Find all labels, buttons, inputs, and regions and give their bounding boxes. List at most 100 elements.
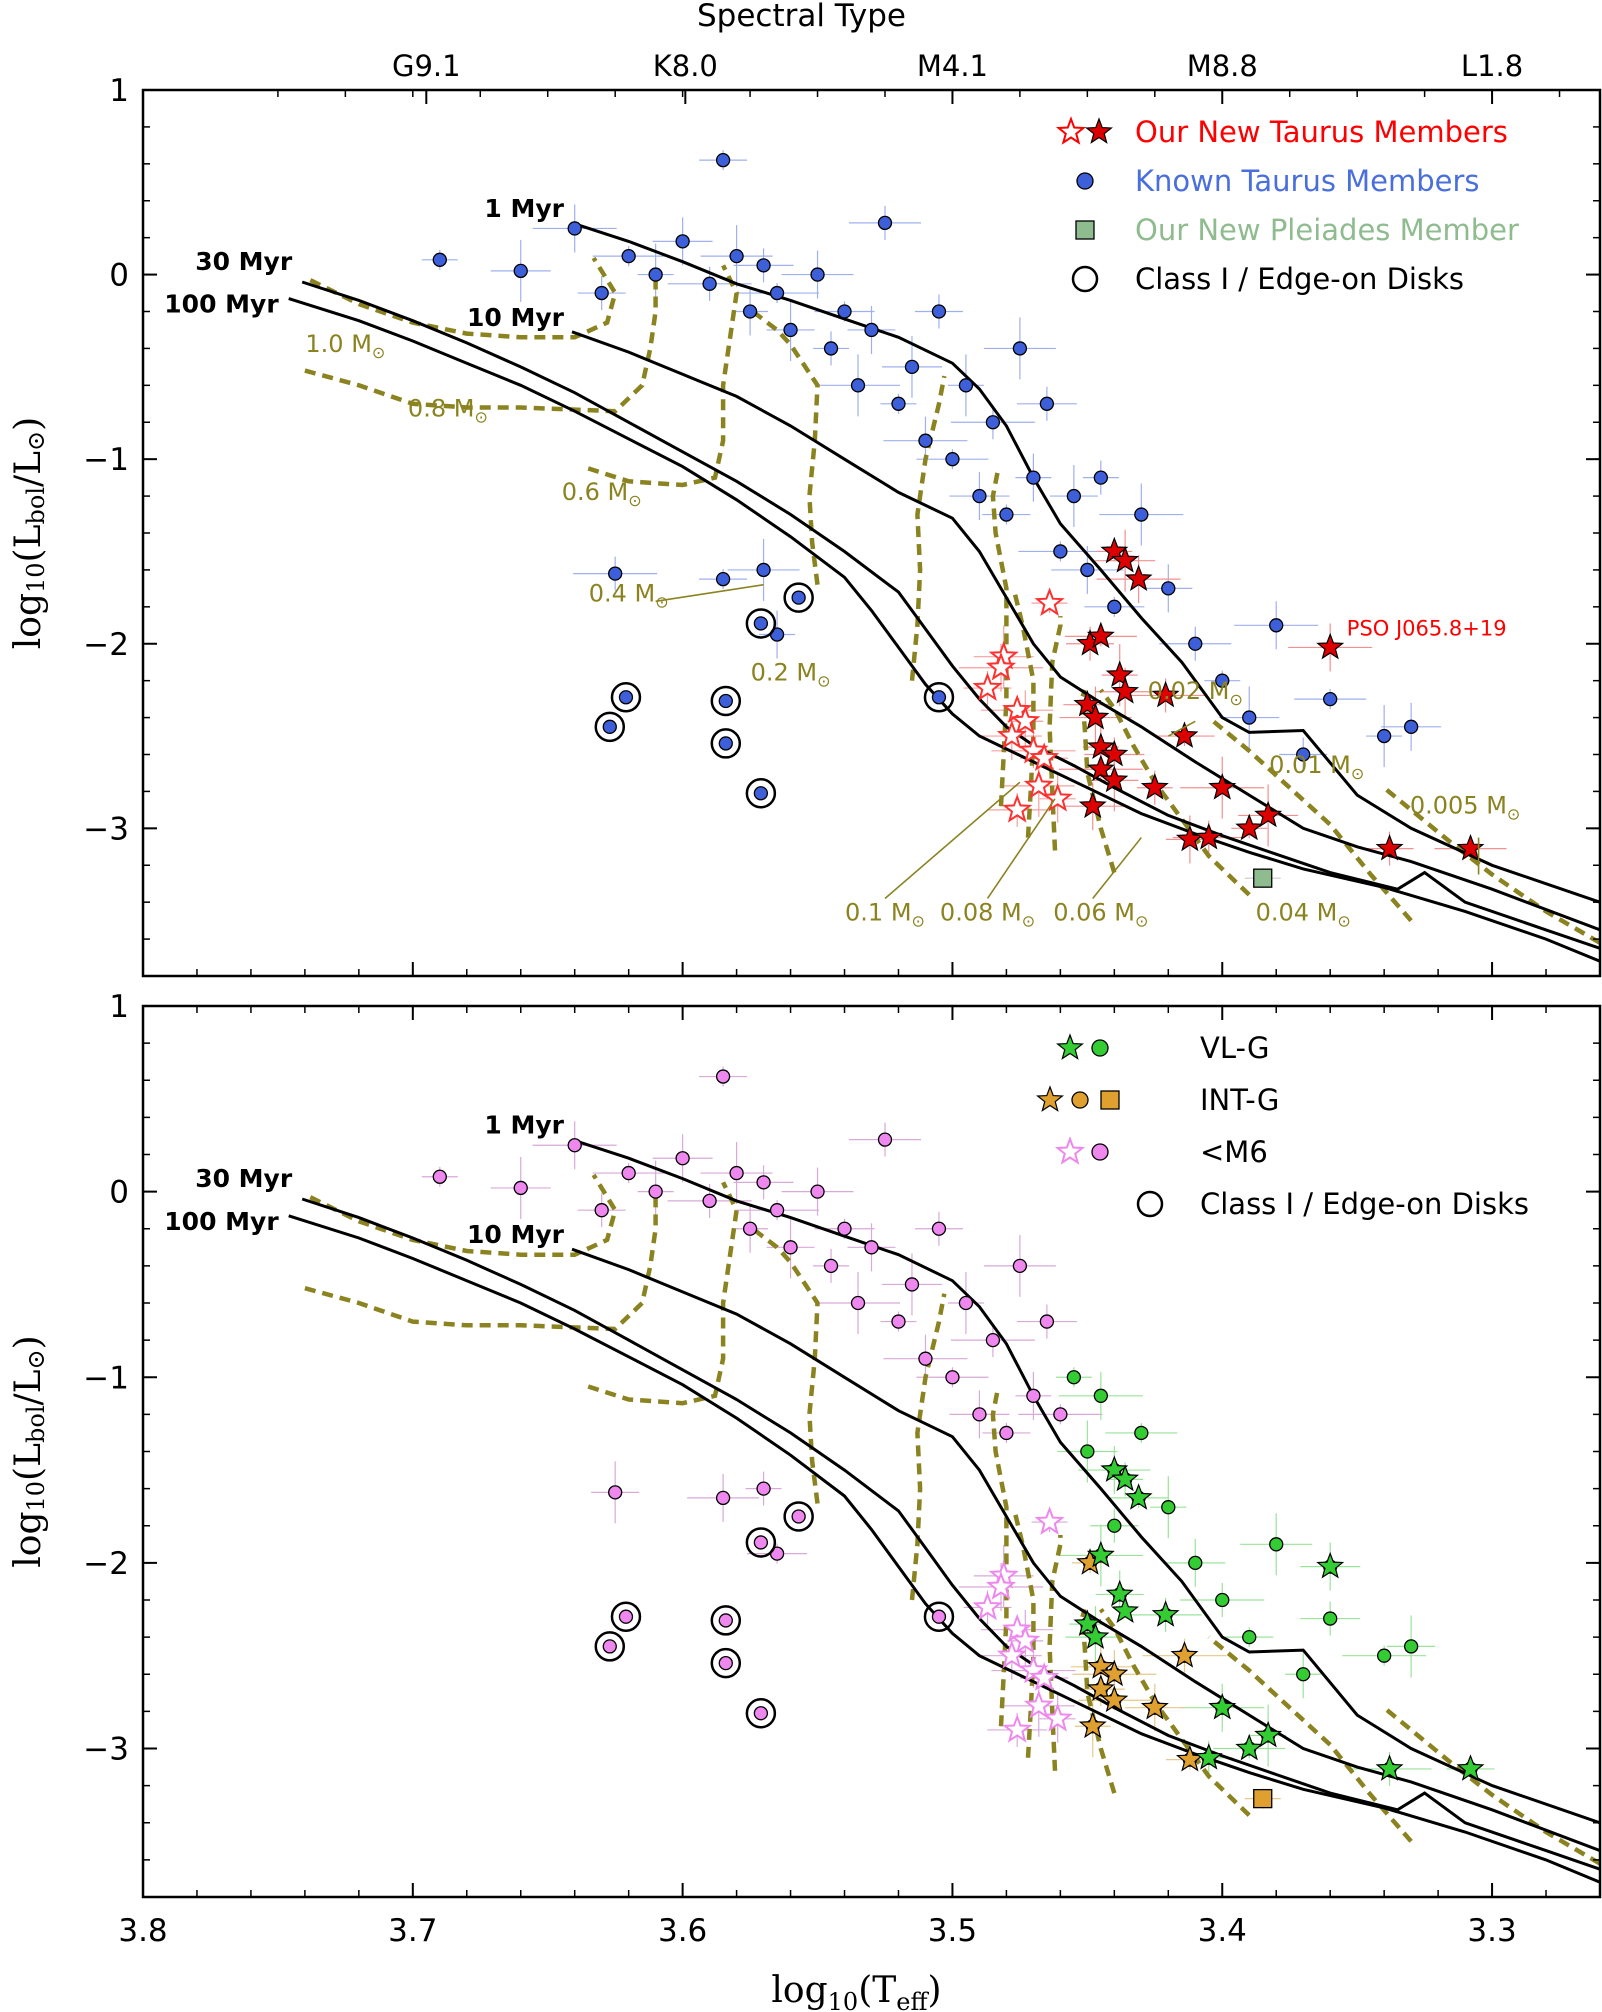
y-label-part: bol xyxy=(22,487,50,525)
vl-g-star-marker xyxy=(1254,1720,1283,1748)
class-i-ring-marker xyxy=(923,682,955,713)
open-star-marker xyxy=(1042,1702,1073,1732)
circle-marker xyxy=(1323,691,1338,707)
mass-label-text: 0.4 M xyxy=(589,579,656,607)
open-star-marker xyxy=(1023,770,1054,799)
spectral-type-tick-label: M8.8 xyxy=(1187,49,1258,83)
circle-marker xyxy=(999,507,1014,522)
mass-label: 0.04 M⊙ xyxy=(1256,899,1351,931)
filled-star-marker xyxy=(1194,822,1223,850)
filled-star-marker xyxy=(1140,773,1169,800)
y-label-part: /L xyxy=(8,451,49,487)
circle-marker xyxy=(769,285,785,301)
circle-marker xyxy=(931,1221,947,1236)
class-i-ring-marker xyxy=(710,728,742,759)
x-tick-label: 3.7 xyxy=(388,1913,437,1949)
filled-star-marker xyxy=(1111,677,1140,704)
mass-label-leader xyxy=(1092,837,1142,899)
filled-star-marker xyxy=(1100,739,1129,767)
vl-g-star-marker xyxy=(1081,1622,1110,1650)
circle-marker xyxy=(985,1332,1001,1348)
legend-entry: INT-G xyxy=(1036,1083,1279,1117)
sun-symbol: ⊙ xyxy=(1337,912,1350,931)
y-label-part: log xyxy=(8,1511,49,1567)
class-i-ring-marker xyxy=(710,685,742,717)
legend-label: Class I / Edge-on Disks xyxy=(1200,1187,1529,1221)
legend-entry: Class I / Edge-on Disks xyxy=(1136,1187,1529,1221)
circle-marker xyxy=(904,359,920,375)
circle-marker xyxy=(850,378,866,393)
circle-marker xyxy=(1093,470,1108,485)
class-i-ring-marker xyxy=(745,1697,777,1729)
circle-marker xyxy=(513,1180,528,1196)
vl-g-star-marker xyxy=(1375,1754,1404,1781)
vl-g-star-marker xyxy=(1105,1579,1134,1607)
circle-marker xyxy=(1296,1667,1311,1682)
open-star-marker xyxy=(1029,742,1060,771)
circle-marker xyxy=(769,1203,785,1218)
vl-g-star-marker xyxy=(1111,1464,1140,1492)
class-i-inner-point xyxy=(602,719,617,734)
legend-open-star xyxy=(1055,116,1087,145)
mass-label: 0.02 M⊙ xyxy=(1148,677,1243,709)
mass-track-line xyxy=(587,264,739,488)
circle-marker xyxy=(958,378,974,393)
x-axis-label: log10(Teff) xyxy=(771,1970,941,2012)
isochrone-line xyxy=(571,1247,1600,1853)
y-label-part: (L xyxy=(8,524,49,562)
mass-label-text: 0.005 M xyxy=(1410,792,1507,820)
legend-circle xyxy=(1076,172,1094,190)
circle-marker xyxy=(1026,1388,1041,1403)
circle-marker xyxy=(1242,1629,1257,1645)
mass-track-line xyxy=(1047,616,1063,851)
filled-star-marker xyxy=(1111,545,1140,573)
circle-marker xyxy=(1403,719,1419,734)
legend-entry: <M6 xyxy=(1054,1135,1268,1169)
legend-open-star xyxy=(1054,1136,1086,1165)
circle-marker xyxy=(945,1370,960,1385)
open-star-marker xyxy=(985,651,1017,681)
mass-track-line xyxy=(1012,1510,1036,1758)
x-tick-label: 3.3 xyxy=(1467,1913,1516,1949)
sun-symbol: ⊙ xyxy=(655,592,668,611)
legend-circle xyxy=(1091,1039,1109,1057)
circle-marker xyxy=(1376,728,1392,744)
filled-star-marker xyxy=(1105,660,1134,688)
legend-circle xyxy=(1071,1091,1089,1109)
circle-marker xyxy=(1215,673,1230,688)
legend-label: Our New Pleiades Member xyxy=(1135,213,1519,247)
mass-track-line xyxy=(909,1293,947,1601)
class-i-inner-point xyxy=(718,1613,733,1628)
class-i-inner-point xyxy=(718,1655,733,1671)
y-tick-label: 0 xyxy=(109,258,129,294)
y-label-part: bol xyxy=(22,1405,50,1443)
circle-marker xyxy=(715,571,731,587)
class-i-ring-marker xyxy=(745,778,777,809)
isochrone-label: 30 Myr xyxy=(195,247,293,276)
y-label-part: log xyxy=(8,593,49,649)
vl-g-star-marker xyxy=(1208,1692,1237,1720)
mass-label: 0.005 M⊙ xyxy=(1410,792,1520,824)
circle-marker xyxy=(1107,1518,1122,1533)
circle-marker xyxy=(675,1151,690,1166)
circle-marker xyxy=(1403,1639,1419,1654)
circle-marker xyxy=(972,1407,987,1422)
filled-star-marker xyxy=(1086,754,1115,782)
mass-label: 0.1 M⊙ xyxy=(845,899,925,931)
vl-g-star-marker xyxy=(1111,1596,1140,1624)
open-star-marker xyxy=(985,1571,1017,1600)
circle-marker xyxy=(648,267,663,282)
int-g-star-marker xyxy=(1078,1711,1107,1739)
class-i-ring-marker xyxy=(594,1631,626,1662)
isochrone-label: 1 Myr xyxy=(484,194,564,223)
mass-label: 0.06 M⊙ xyxy=(1053,899,1148,931)
circle-marker xyxy=(1134,1425,1149,1441)
circle-marker xyxy=(715,1490,731,1506)
circle-marker xyxy=(918,433,933,448)
circle-marker xyxy=(608,1485,623,1500)
y-label-part: 10 xyxy=(22,1481,50,1512)
class-i-ring-marker xyxy=(745,608,777,639)
open-star-marker xyxy=(1002,1613,1033,1643)
square-marker xyxy=(1253,1788,1273,1809)
circle-marker xyxy=(904,1277,920,1292)
